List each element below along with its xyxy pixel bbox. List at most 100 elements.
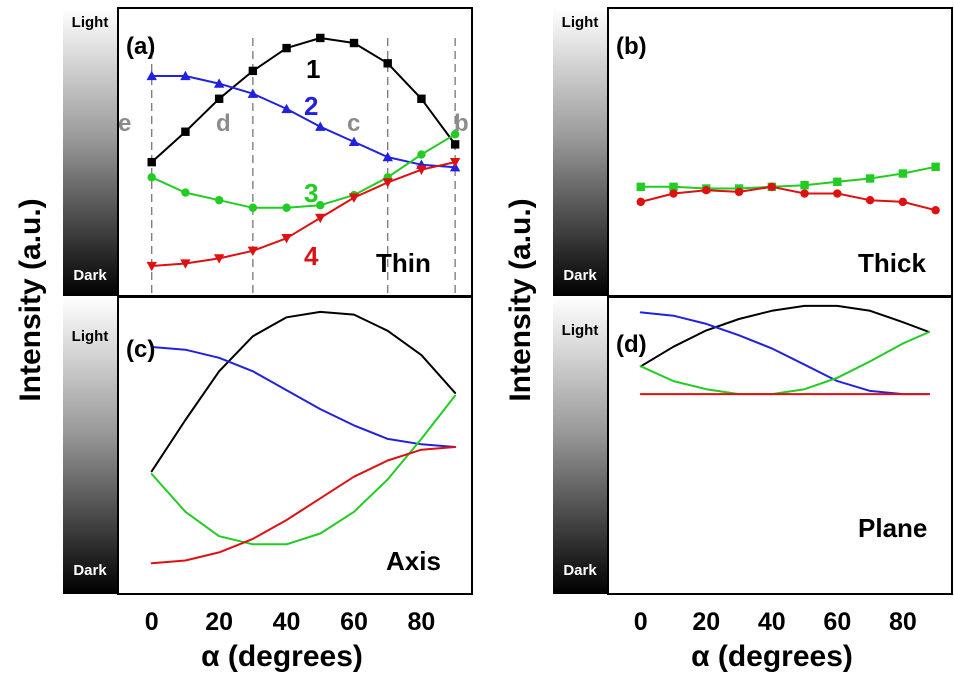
panel-label: (c) bbox=[126, 336, 155, 363]
plot-frame bbox=[117, 296, 473, 595]
scale-dark-label: Dark bbox=[563, 562, 597, 579]
scale-bar bbox=[63, 8, 118, 296]
x-axis-label-right: α (degrees) bbox=[691, 640, 853, 673]
series-line-1 bbox=[639, 165, 937, 190]
panel-name: Thick bbox=[858, 248, 926, 278]
data-point bbox=[800, 180, 809, 190]
data-point bbox=[833, 189, 842, 198]
data-point bbox=[348, 136, 360, 147]
scale-dark-label: Dark bbox=[73, 562, 107, 579]
data-point bbox=[315, 213, 326, 224]
data-point bbox=[248, 66, 258, 76]
series-line-3 bbox=[150, 394, 457, 546]
series-line-3 bbox=[150, 133, 457, 209]
panel-name: Axis bbox=[386, 546, 441, 576]
series-line-4 bbox=[150, 161, 457, 267]
data-point bbox=[349, 38, 359, 48]
x-tick-label: 60 bbox=[823, 608, 851, 636]
data-point bbox=[865, 174, 875, 183]
data-point bbox=[865, 196, 875, 205]
data-point bbox=[214, 195, 224, 205]
data-point bbox=[281, 103, 292, 114]
data-point bbox=[383, 59, 392, 68]
scale-bar bbox=[553, 8, 608, 296]
data-point bbox=[247, 246, 259, 257]
panel-c-axis: Light Dark (c) Axis bbox=[63, 296, 473, 595]
data-point bbox=[898, 197, 908, 207]
data-point bbox=[382, 178, 393, 188]
x-tick-label: 20 bbox=[205, 608, 233, 636]
data-point bbox=[147, 173, 156, 182]
vline-label-e: e bbox=[118, 110, 131, 137]
scale-bar bbox=[553, 297, 608, 594]
data-point bbox=[800, 189, 809, 198]
x-tick-label: 20 bbox=[692, 608, 720, 636]
data-point bbox=[833, 177, 842, 187]
x-tick-label: 80 bbox=[889, 608, 917, 636]
curve-label-3: 3 bbox=[304, 178, 318, 208]
panel-d-plane: Light Dark (d) Plane bbox=[553, 296, 953, 595]
plot-area bbox=[636, 162, 940, 215]
data-point bbox=[734, 187, 744, 197]
x-tick-label: 0 bbox=[634, 608, 648, 636]
data-point bbox=[180, 70, 191, 81]
data-point bbox=[450, 140, 460, 149]
data-point bbox=[449, 157, 461, 168]
panel-name: Plane bbox=[858, 513, 927, 543]
data-point bbox=[898, 169, 908, 178]
data-point bbox=[669, 189, 678, 198]
data-point bbox=[180, 259, 191, 269]
x-tick-label: 40 bbox=[758, 608, 786, 636]
series-line-2 bbox=[150, 75, 457, 169]
data-point bbox=[146, 70, 157, 81]
vline-label-c: c bbox=[347, 110, 360, 137]
x-tick-label: 60 bbox=[340, 608, 368, 636]
panel-label: (a) bbox=[126, 33, 155, 60]
data-point bbox=[315, 121, 326, 131]
scale-light-label: Light bbox=[562, 14, 599, 31]
data-point bbox=[282, 203, 291, 212]
series-line-2 bbox=[639, 185, 937, 212]
panel-label: (d) bbox=[616, 331, 647, 358]
panel-a-thin: Light Dark (a) Thin 1 2 3 4 e d c b bbox=[63, 7, 473, 297]
y-axis-label-right: Intensity (a.u.) bbox=[504, 198, 537, 401]
data-point bbox=[147, 157, 156, 167]
data-point bbox=[382, 151, 393, 162]
data-point bbox=[282, 43, 291, 53]
data-point bbox=[636, 197, 645, 207]
data-point bbox=[417, 94, 426, 103]
plot-frame bbox=[607, 296, 953, 595]
scale-light-label: Light bbox=[72, 14, 109, 31]
scale-light-label: Light bbox=[72, 328, 109, 345]
data-point bbox=[767, 182, 777, 192]
data-point bbox=[931, 162, 940, 172]
scale-dark-label: Dark bbox=[563, 267, 597, 284]
x-tick-label: 80 bbox=[408, 608, 436, 636]
series-line-4 bbox=[150, 446, 457, 565]
series-line-1 bbox=[639, 304, 931, 368]
curve-label-1: 1 bbox=[306, 54, 320, 84]
x-axis-label-left: α (degrees) bbox=[201, 640, 363, 673]
plot-area bbox=[150, 310, 457, 565]
data-point bbox=[213, 78, 225, 88]
panel-name: Thin bbox=[376, 248, 431, 278]
panel-b-thick: Light Dark (b) Thick bbox=[553, 7, 953, 297]
series-line-2 bbox=[150, 346, 457, 448]
data-point bbox=[281, 233, 292, 244]
panel-label: (b) bbox=[616, 33, 647, 60]
scale-bar bbox=[63, 297, 118, 594]
series-line-3 bbox=[639, 331, 931, 396]
data-point bbox=[416, 165, 427, 175]
vline-label-b: b bbox=[454, 110, 469, 137]
plot-area bbox=[639, 304, 931, 396]
y-axis-label-left: Intensity (a.u.) bbox=[14, 198, 47, 401]
data-point bbox=[316, 33, 325, 43]
series-line-1 bbox=[150, 310, 457, 473]
data-point bbox=[213, 254, 225, 264]
series-line-1 bbox=[150, 37, 457, 164]
scale-light-label: Light bbox=[562, 322, 599, 339]
x-tick-label: 40 bbox=[273, 608, 301, 636]
data-point bbox=[417, 150, 426, 159]
data-point bbox=[181, 127, 190, 136]
